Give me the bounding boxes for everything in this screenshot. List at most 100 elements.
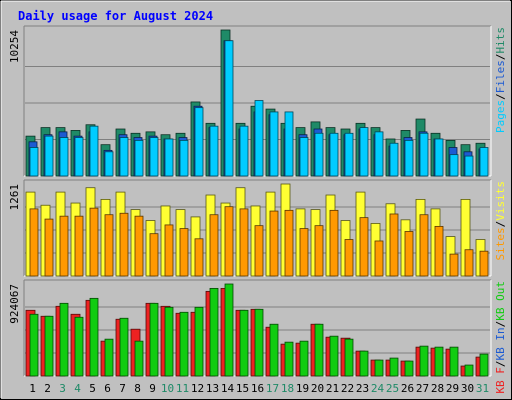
panel-max-label: 10254 [8,30,21,63]
legend-separator: / [494,93,507,100]
bar-sites [104,214,114,277]
x-tick-label: 25 [386,382,399,395]
x-tick-label: 3 [59,382,66,395]
bar-kb-out [269,323,279,377]
x-tick-label: 29 [446,382,459,395]
bar-pages [434,138,444,177]
x-tick-label: 8 [134,382,141,395]
legend-item: KB F [494,367,507,394]
bar-pages [104,151,114,177]
x-tick-label: 7 [119,382,126,395]
bar-kb-out [329,335,339,377]
bar-sites [59,215,69,277]
bar-kb-out [479,353,489,377]
legend-separator: / [494,54,507,61]
x-tick-label: 30 [461,382,474,395]
bar-sites [164,224,174,277]
bar-sites [299,228,309,277]
panel-legend: Sites/Visits [494,181,507,261]
bar-pages [389,142,399,177]
bar-pages [224,40,234,177]
bar-pages [29,147,39,177]
bar-kb-out [209,287,219,377]
bar-sites [359,217,369,277]
legend-item: KB Out [494,281,507,321]
legend-item: KB In [494,327,507,360]
bar-sites [464,249,474,277]
chart-title: Daily usage for August 2024 [18,9,213,23]
bar-sites [209,214,219,277]
bar-kb-out [119,317,129,377]
bar-pages [359,127,369,177]
bar-pages [374,131,384,177]
bar-pages [239,125,249,177]
bar-sites [419,214,429,277]
chart-panels: 10254Pages/Files/Hits1261Sites/Visits924… [8,25,507,394]
legend-separator: / [494,361,507,368]
x-tick-label: 17 [266,382,279,395]
bar-sites [29,208,39,277]
bar-sites [44,218,54,277]
bar-kb-out [299,340,309,377]
bar-pages [344,132,354,177]
bar-pages [449,154,459,177]
legend-item: Visits [494,181,507,221]
bar-sites [404,231,414,277]
bar-kb-out [284,341,294,377]
bar-kb-out [104,338,114,377]
bar-pages [44,135,54,177]
bar-kb-out [389,357,399,377]
legend-item: Files [494,60,507,93]
bar-sites [89,207,99,277]
bar-kb-out [179,311,189,377]
panel-legend: Pages/Files/Hits [494,27,507,133]
bar-sites [479,250,489,277]
bar-kb-out [29,313,39,377]
bar-sites [344,239,354,277]
x-tick-label: 16 [251,382,264,395]
bar-kb-out [254,308,264,377]
x-tick-label: 1 [29,382,36,395]
x-tick-label: 2 [44,382,51,395]
legend-item: Pages [494,100,507,133]
panel-hits: 10254 Pages/Files/Hits [8,25,507,177]
bar-sites [134,215,144,277]
bar-kb-out [419,345,429,377]
x-tick-label: 21 [326,382,339,395]
x-axis-day-labels: 1 2 3 4 5 6 7 8 9 10 11 12 13 14 15 16 17 18 19 20 21 22 23 24 2… [29,382,489,395]
bar-sites [389,213,399,277]
x-tick-label: 5 [89,382,96,395]
panel-max-label: 1261 [8,184,21,211]
x-tick-label: 11 [176,382,189,395]
bar-pages [269,111,279,177]
bar-pages [404,140,414,177]
bar-pages [119,137,129,177]
bar-kb-out [224,283,234,377]
x-tick-label: 6 [104,382,111,395]
bar-pages [329,132,339,177]
x-tick-label: 12 [191,382,204,395]
bar-sites [254,225,264,277]
bar-pages [299,137,309,177]
legend-separator: / [494,221,507,228]
bar-pages [59,137,69,177]
x-tick-label: 10 [161,382,174,395]
x-tick-label: 18 [281,382,294,395]
panel-visits: 1261 Sites/Visits [8,179,507,277]
bar-kb-out [149,302,159,377]
bar-kb-out [464,364,474,377]
bar-kb-out [374,359,384,377]
bar-sites [239,208,249,277]
bar-kb-out [314,323,324,377]
x-tick-label: 31 [476,382,489,395]
bar-sites [194,238,204,277]
bar-kb-out [434,346,444,377]
bar-pages [314,132,324,177]
bar-pages [209,125,219,177]
bar-sites [269,210,279,277]
bar-sites [224,206,234,277]
bar-sites [179,228,189,277]
x-tick-label: 4 [74,382,81,395]
